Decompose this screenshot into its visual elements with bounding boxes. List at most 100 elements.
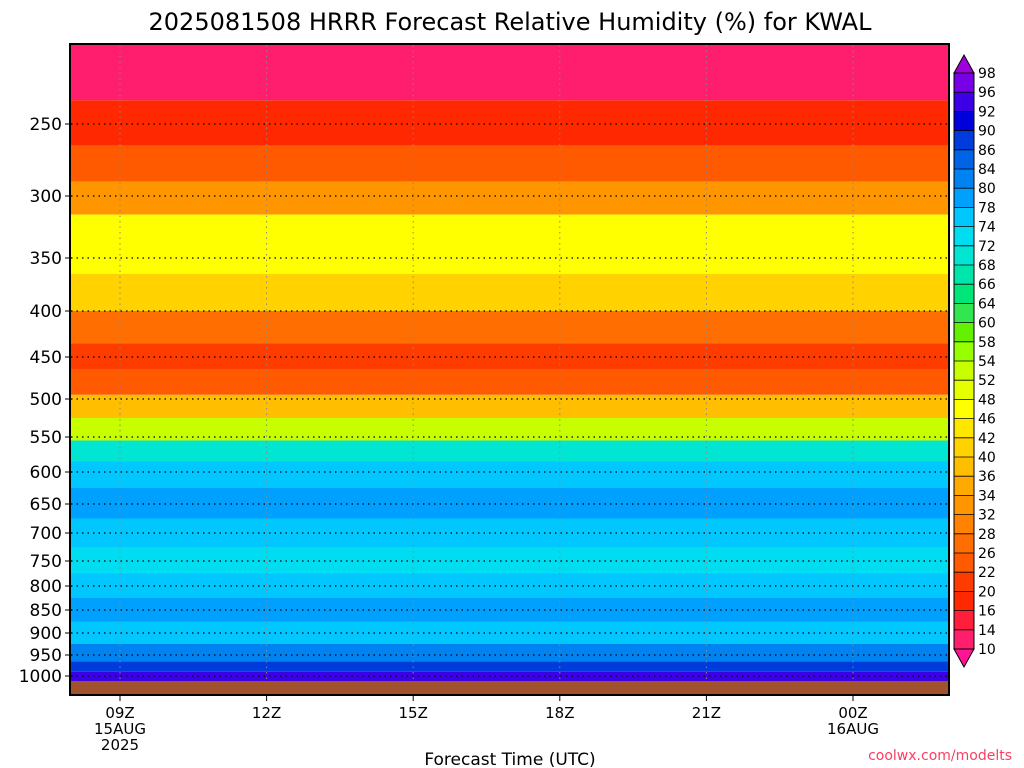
colorbar-swatch-34 — [954, 476, 974, 496]
colorbar-tick-60: 60 — [978, 316, 996, 332]
x-axis-label: Forecast Time (UTC) — [424, 750, 595, 768]
colorbar-swatch-60 — [954, 303, 974, 323]
x-tick-9-line-2: 2025 — [101, 736, 139, 754]
rh-band-450 — [71, 343, 949, 370]
colorbar-swatch-28 — [954, 514, 974, 534]
rh-band-800 — [71, 573, 949, 598]
y-axis: 250 300 350 400 450 500 550 600 650 700 750 800 850 9… — [19, 115, 71, 687]
colorbar-tick-10: 10 — [978, 642, 996, 658]
x-tick-18-line-0: 18Z — [545, 704, 574, 722]
y-tick-1000: 1000 — [19, 667, 62, 687]
colorbar-swatch-16 — [954, 591, 974, 611]
colorbar-swatch-92 — [954, 92, 974, 112]
colorbar-swatch-72 — [954, 226, 974, 246]
colorbar-tick-86: 86 — [978, 143, 996, 159]
colorbar-tick-54: 54 — [978, 354, 996, 370]
colorbar-swatch-36 — [954, 457, 974, 477]
y-tick-300: 300 — [30, 187, 62, 207]
rh-band-250 — [71, 100, 949, 146]
colorbar-swatch-52 — [954, 361, 974, 381]
rh-band-330 — [71, 214, 949, 246]
colorbar-tick-72: 72 — [978, 239, 996, 255]
colorbar-tick-20: 20 — [978, 584, 996, 600]
rh-band-850 — [71, 598, 949, 622]
colorbar-tick-92: 92 — [978, 104, 996, 120]
x-tick-24-line-0: 00Z — [838, 704, 867, 722]
colorbar-tick-90: 90 — [978, 124, 996, 140]
colorbar-tick-26: 26 — [978, 546, 996, 562]
colorbar-tick-36: 36 — [978, 469, 996, 485]
rh-band-900 — [71, 621, 949, 644]
colorbar-swatch-14 — [954, 610, 974, 630]
rh-band-220 — [71, 45, 949, 101]
colorbar-tick-14: 14 — [978, 623, 996, 639]
credit-text: coolwx.com/modelts — [868, 748, 1012, 764]
y-tick-350: 350 — [30, 249, 62, 269]
colorbar-swatch-20 — [954, 572, 974, 592]
x-tick-9-line-0: 09Z — [105, 704, 134, 722]
y-tick-850: 850 — [30, 601, 62, 621]
y-tick-400: 400 — [30, 302, 62, 322]
colorbar-tick-58: 58 — [978, 335, 996, 351]
rh-band-300 — [71, 181, 949, 215]
x-tick-15-line-0: 15Z — [399, 704, 428, 722]
colorbar-tick-84: 84 — [978, 162, 996, 178]
colorbar-tick-66: 66 — [978, 277, 996, 293]
y-tick-450: 450 — [30, 348, 62, 368]
plot-area — [71, 45, 949, 681]
rh-band-280 — [71, 145, 949, 182]
colorbar-tick-34: 34 — [978, 488, 996, 504]
y-tick-550: 550 — [30, 428, 62, 448]
colorbar-swatch-54 — [954, 341, 974, 361]
rh-band-600 — [71, 461, 949, 488]
x-tick-21-line-0: 21Z — [692, 704, 721, 722]
colorbar-tick-80: 80 — [978, 181, 996, 197]
colorbar-tick-32: 32 — [978, 508, 996, 524]
rh-band-700 — [71, 518, 949, 547]
rh-band-350 — [71, 245, 949, 274]
rh-band-540 — [71, 418, 949, 441]
y-tick-250: 250 — [30, 115, 62, 135]
rh-band-1000 — [71, 671, 949, 681]
colorbar-tick-16: 16 — [978, 604, 996, 620]
colorbar-swatch-26 — [954, 533, 974, 553]
colorbar-swatch-84 — [954, 149, 974, 169]
y-tick-700: 700 — [30, 524, 62, 544]
colorbar-tick-78: 78 — [978, 200, 996, 216]
y-tick-750: 750 — [30, 552, 62, 572]
colorbar-arrow-high — [953, 53, 975, 74]
colorbar-tick-64: 64 — [978, 296, 996, 312]
colorbar-swatch-48 — [954, 380, 974, 400]
y-tick-900: 900 — [30, 624, 62, 644]
colorbar-tick-22: 22 — [978, 565, 996, 581]
grid-lines — [71, 45, 949, 681]
plot-frame — [69, 43, 950, 696]
colorbar-tick-48: 48 — [978, 392, 996, 408]
colorbar-swatch-74 — [954, 207, 974, 227]
rh-band-980 — [71, 661, 949, 672]
y-tick-650: 650 — [30, 495, 62, 515]
rh-band-750 — [71, 547, 949, 574]
chart-title: 2025081508 HRRR Forecast Relative Humidi… — [149, 8, 873, 36]
colorbar-swatch-90 — [954, 111, 974, 131]
colorbar-swatch-68 — [954, 245, 974, 265]
y-tick-500: 500 — [30, 390, 62, 410]
colorbar-swatch-40 — [954, 437, 974, 457]
colorbar: 10 14 16 20 22 26 28 32 34 36 40 42 46 48 52 54 58 60 64 66… — [953, 53, 996, 669]
colorbar-swatch-10 — [954, 629, 974, 649]
colorbar-tick-46: 46 — [978, 412, 996, 428]
colorbar-swatch-66 — [954, 265, 974, 285]
colorbar-tick-28: 28 — [978, 527, 996, 543]
colorbar-swatch-42 — [954, 418, 974, 438]
rh-band-480 — [71, 369, 949, 395]
rh-band-380 — [71, 273, 949, 311]
y-tick-600: 600 — [30, 463, 62, 483]
colorbar-swatch-22 — [954, 553, 974, 573]
colorbar-swatch-64 — [954, 284, 974, 304]
colorbar-tick-40: 40 — [978, 450, 996, 466]
colorbar-arrow-low — [953, 648, 975, 669]
rh-band-570 — [71, 440, 949, 462]
colorbar-swatch-46 — [954, 399, 974, 419]
